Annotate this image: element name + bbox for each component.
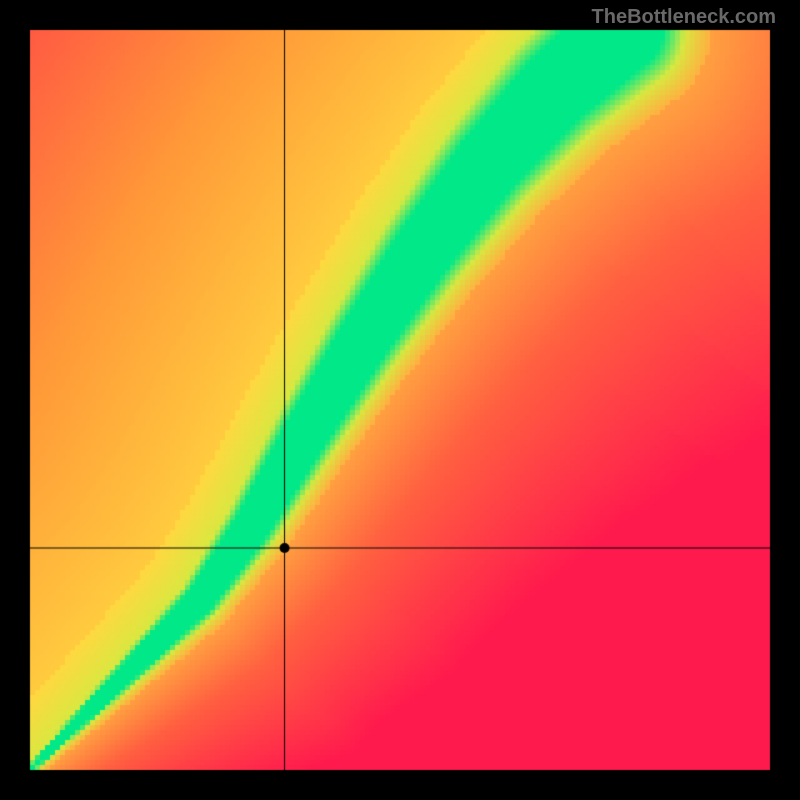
watermark-text: TheBottleneck.com [592, 6, 776, 29]
heatmap-canvas [0, 0, 800, 800]
chart-container: TheBottleneck.com [0, 0, 800, 800]
